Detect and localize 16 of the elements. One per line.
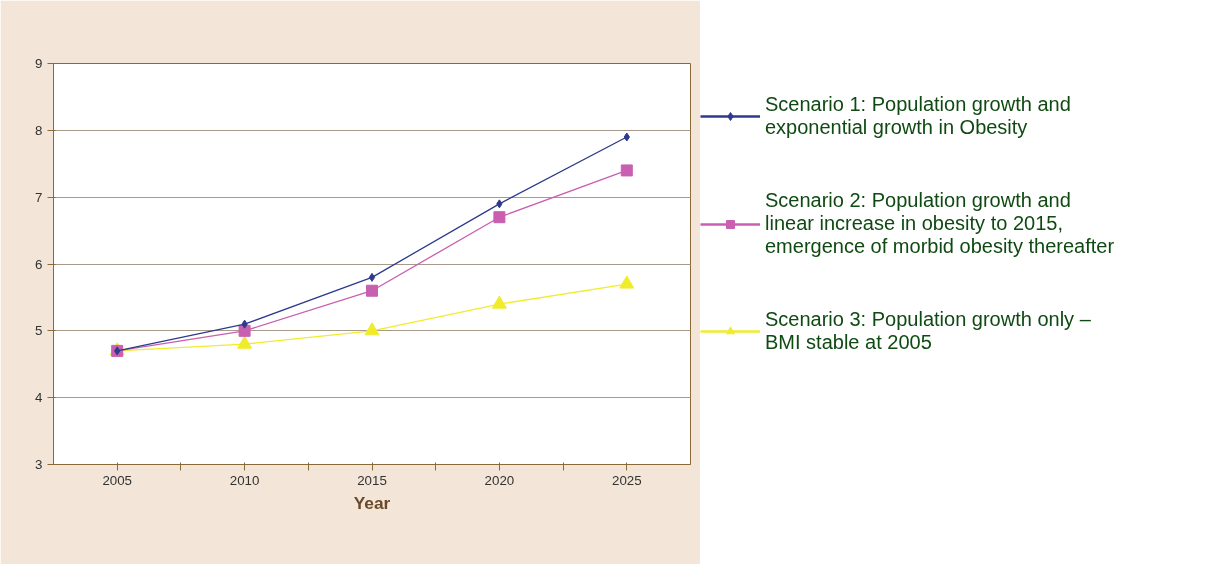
y-tick-label: 5 xyxy=(35,323,43,339)
y-tick-label: 3 xyxy=(35,457,43,472)
y-tick-label: 9 xyxy=(35,56,43,71)
legend-label: Scenario 1: Population growth and exponential growth in Obesity xyxy=(765,93,1071,139)
y-tick-label: 4 xyxy=(35,390,44,406)
legend-label: Scenario 3: Population growth only – BMI stable at 2005 xyxy=(765,308,1091,354)
x-tick-label: 2005 xyxy=(102,472,133,488)
x-axis-title: Year xyxy=(353,492,391,513)
y-tick-label: 7 xyxy=(35,189,43,205)
legend-label: Scenario 2: Population growth and linear increase in obesity to 2015, emergence of morbid obesity thereafter xyxy=(765,189,1115,258)
x-tick-label: 2015 xyxy=(357,472,387,488)
y-tick-label: 8 xyxy=(35,122,43,138)
x-tick-label: 2025 xyxy=(611,472,642,488)
x-tick-label: 2010 xyxy=(229,472,260,488)
x-tick-label: 2020 xyxy=(484,472,515,488)
y-tick-label: 6 xyxy=(35,256,43,272)
